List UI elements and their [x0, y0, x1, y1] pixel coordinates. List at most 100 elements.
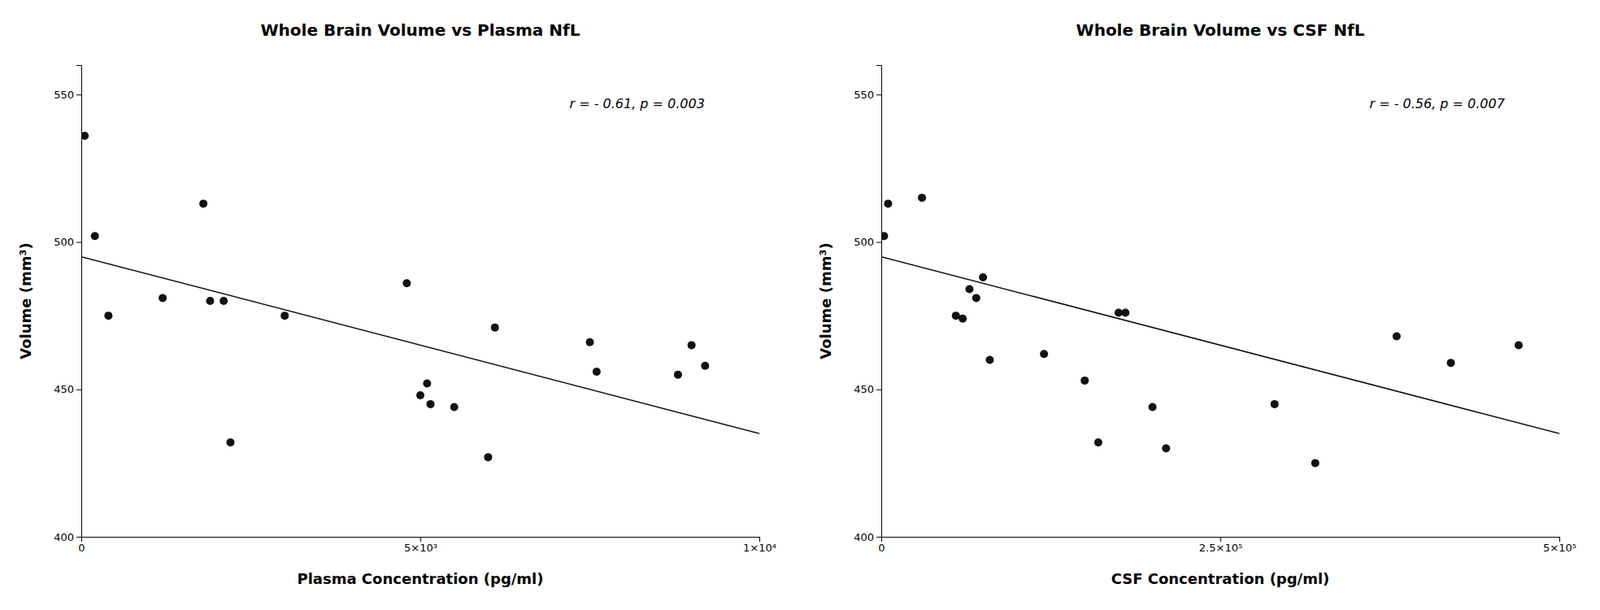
point: [1514, 340, 1523, 349]
point: [416, 391, 425, 400]
regression-line: [81, 256, 760, 435]
point: [1392, 332, 1401, 341]
y-tick-label: 550: [853, 88, 874, 101]
point: [1270, 400, 1279, 409]
y-tick-label: 500: [853, 235, 874, 248]
y-tick-mark: [76, 389, 82, 391]
point: [1121, 308, 1130, 318]
x-axis-line: [882, 537, 1561, 543]
title: Whole Brain Volume vs CSF NfL: [1076, 20, 1366, 40]
point: [219, 296, 228, 305]
y-tick-mark: [76, 536, 82, 538]
y-axis-line: [76, 65, 83, 538]
x-tick-label: 5×10³: [404, 541, 438, 554]
point: [1080, 376, 1089, 385]
y-tick-label: 500: [53, 235, 74, 248]
x-tick-mark: [1559, 536, 1561, 542]
point: [1447, 358, 1456, 367]
x-tick-mark: [759, 536, 761, 542]
point: [985, 356, 994, 365]
x-tick: 2.5×10⁵: [1199, 536, 1243, 554]
y-tick-label: 400: [53, 530, 74, 544]
x-axis-title: Plasma Concentration (pg/ml): [296, 569, 544, 587]
panel: 0 5×10³ 1×10⁴ 400 450 500 550 Whole Brain Volum…: [17, 20, 777, 587]
point: [104, 311, 113, 320]
x-tick-label: 2.5×10⁵: [1199, 541, 1243, 554]
y-tick-mark: [76, 242, 82, 244]
point: [402, 278, 411, 287]
x-tick-label: 0: [878, 541, 885, 554]
x-axis: 0 2.5×10⁵ 5×10⁵: [878, 536, 1577, 554]
point: [978, 273, 987, 282]
point: [81, 131, 89, 140]
x-tick-mark: [1220, 536, 1222, 542]
point: [687, 340, 696, 349]
panel: 0 2.5×10⁵ 5×10⁵ 400 450 500 550 Whole Brain Vol…: [817, 20, 1577, 587]
y-tick-label: 400: [853, 530, 874, 544]
y-tick-mark: [876, 94, 882, 96]
x-tick-label: 1×10⁴: [743, 541, 777, 554]
point: [586, 338, 595, 347]
y-tick-label: 450: [853, 382, 874, 396]
y-tick: 400: [53, 530, 82, 544]
x-tick: 5×10⁵: [1543, 536, 1577, 554]
plot-area: [81, 131, 760, 461]
y-tick-mark: [876, 536, 882, 538]
point: [917, 193, 927, 202]
y-tick-label: 550: [53, 88, 74, 101]
x-tick: 0: [878, 536, 885, 554]
y-tick: 500: [853, 235, 882, 248]
x-axis-title: CSF Concentration (pg/ml): [1111, 569, 1331, 587]
y-tick-mark: [876, 389, 882, 391]
point: [673, 370, 683, 379]
title: Whole Brain Volume vs Plasma NfL: [260, 20, 581, 40]
x-axis: 0 5×10³ 1×10⁴: [78, 536, 777, 554]
point: [1311, 458, 1320, 467]
y-tick-mark: [876, 242, 882, 244]
x-tick: 5×10³: [404, 536, 438, 554]
point: [592, 367, 601, 376]
point: [972, 293, 981, 302]
y-tick: 550: [853, 88, 882, 101]
point: [280, 311, 289, 320]
x-tick: 1×10⁴: [743, 536, 777, 554]
x-tick: 0: [78, 536, 85, 554]
regression-line: [881, 256, 1560, 435]
y-axis-line: [876, 65, 883, 538]
point: [426, 400, 435, 409]
point: [700, 361, 709, 370]
point: [883, 199, 892, 208]
y-tick-label: 450: [53, 382, 74, 396]
point: [491, 323, 500, 332]
y-tick: 550: [53, 88, 82, 101]
point: [91, 231, 100, 240]
y-axis-title: Volume (mm³): [817, 242, 835, 359]
y-tick: 450: [53, 382, 82, 396]
annotation: r = - 0.56, p = 0.007: [1369, 95, 1505, 112]
point: [965, 285, 974, 294]
y-tick-mark: [76, 94, 82, 96]
x-tick-label: 0: [78, 541, 85, 554]
y-axis-title: Volume (mm³): [17, 242, 35, 359]
x-tick-label: 5×10⁵: [1543, 541, 1577, 554]
y-tick: 500: [53, 235, 82, 248]
x-tick-mark: [420, 536, 422, 542]
point: [205, 296, 214, 305]
point: [1094, 438, 1103, 447]
point: [158, 293, 167, 302]
point: [958, 314, 967, 323]
point: [881, 231, 888, 240]
point: [422, 379, 431, 388]
y-tick: 450: [853, 382, 882, 396]
point: [483, 452, 492, 461]
point: [1039, 349, 1048, 358]
annotation: r = - 0.61, p = 0.003: [569, 95, 705, 112]
y-axis: 400 450 500 550: [53, 65, 82, 544]
point: [199, 199, 208, 208]
point: [450, 403, 459, 412]
figure: 0 5×10³ 1×10⁴ 400 450 500 550 Whole Brain Volum…: [0, 0, 1600, 610]
y-tick: 400: [853, 530, 882, 544]
point: [1161, 443, 1170, 453]
point: [226, 438, 235, 447]
plot-area: [881, 193, 1560, 467]
